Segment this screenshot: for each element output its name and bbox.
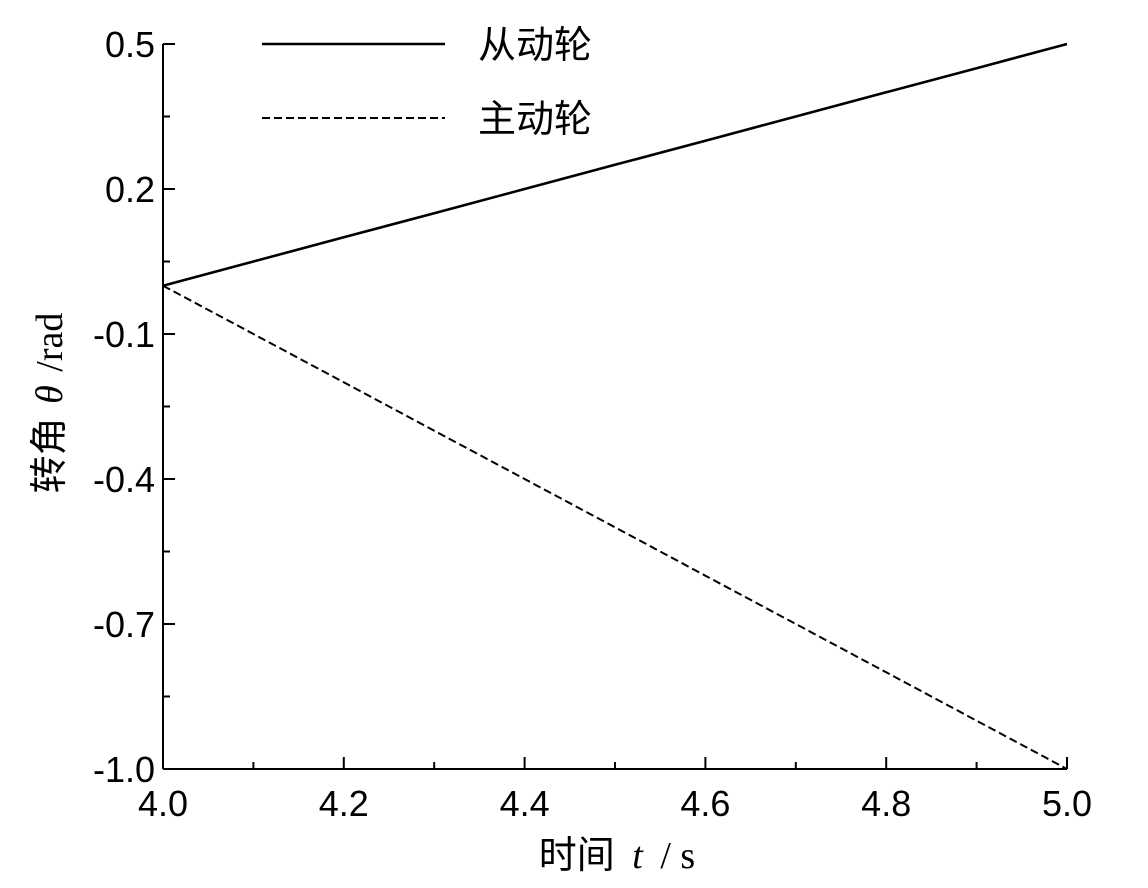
y-axis-title-prefix: 转角 — [29, 417, 71, 493]
x-axis-title: 时间 t / s — [539, 835, 695, 877]
series-line-1 — [162, 42, 1068, 287]
x-tick-label: 4.0 — [138, 783, 188, 824]
x-axis-title-variable: t — [632, 835, 644, 877]
series-line-2 — [162, 284, 1068, 770]
legend-label-2: 主动轮 — [478, 97, 592, 141]
y-tick-label: -0.1 — [93, 314, 155, 355]
x-tick-label: 4.6 — [680, 783, 730, 824]
y-axis-title: 转角 θ /rad — [29, 313, 71, 494]
x-axis-title-prefix: 时间 — [539, 835, 615, 877]
x-tick-label: 4.2 — [319, 783, 369, 824]
x-tick-label: 4.8 — [861, 783, 911, 824]
series-layer — [162, 42, 1068, 770]
y-axis-title-variable: θ — [29, 385, 71, 404]
y-tick-label: -0.7 — [93, 604, 155, 645]
x-tick-label: 4.4 — [500, 783, 550, 824]
x-axis-title-unit: / s — [660, 835, 695, 877]
y-tick-label: -0.4 — [93, 459, 155, 500]
axes — [162, 44, 1067, 770]
y-tick-label: 0.5 — [105, 24, 155, 65]
y-axis-title-unit: /rad — [29, 313, 71, 372]
y-tick-label: -1.0 — [93, 749, 155, 790]
ticks: 4.0 4.2 4.4 4.6 4.8 5.0 0.5 0.2 -0.1 -0.4 -0.7 -1.0 — [93, 24, 1092, 824]
legend-label-1: 从动轮 — [478, 23, 592, 67]
y-tick-label: 0.2 — [105, 169, 155, 210]
x-tick-label: 5.0 — [1042, 783, 1092, 824]
